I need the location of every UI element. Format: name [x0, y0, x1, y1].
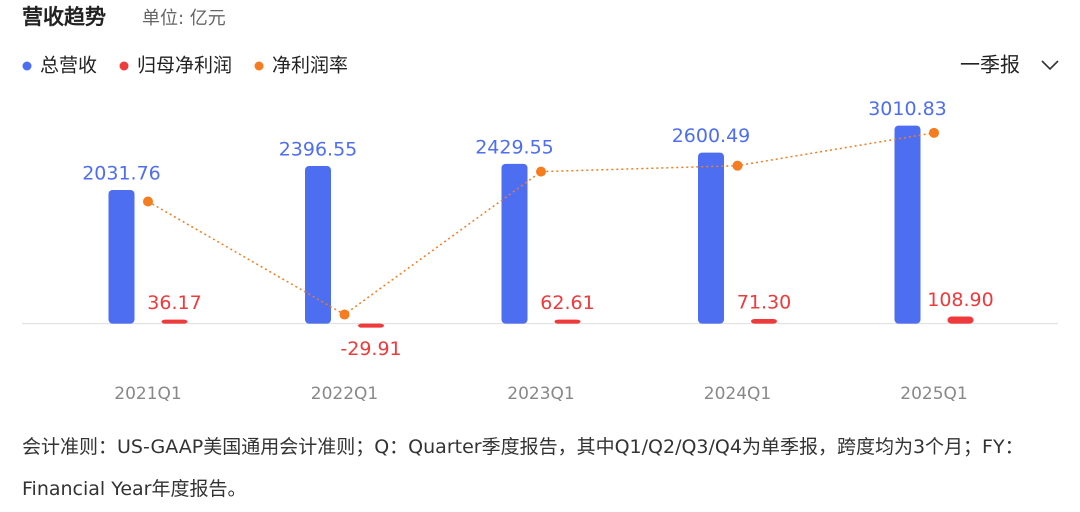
line [147, 132, 935, 316]
data-label: 3010.83 [868, 98, 947, 120]
legend-label: 归母净利润 [137, 55, 232, 77]
bar [108, 190, 135, 324]
chart-title: 营收趋势 [22, 5, 106, 29]
bar [698, 152, 724, 324]
data-label: 2600.49 [672, 125, 751, 147]
legend-marker [119, 61, 129, 71]
legend-marker [22, 61, 32, 71]
legend-label: 总营收 [40, 55, 97, 77]
bar [305, 166, 331, 324]
chart-subtitle: 单位: 亿元 [142, 8, 226, 29]
line-point [536, 166, 546, 177]
data-label: -29.91 [340, 338, 401, 360]
data-label: 108.90 [927, 289, 993, 311]
x-tick-label: 2024Q1 [704, 384, 771, 404]
data-label: 71.30 [737, 291, 791, 313]
chart: 营收趋势 单位: 亿元 一季报 总营收 归母净利润 净利润率 2021Q1 2022Q1… [22, 5, 1059, 404]
data-label: 62.61 [540, 292, 594, 314]
period-dropdown[interactable]: 一季报 [960, 53, 1059, 77]
bar [161, 319, 188, 324]
bar [751, 318, 777, 324]
line-point [339, 309, 350, 320]
bar [358, 323, 384, 328]
footnote: 会计准则：US-GAAP美国通用会计准则；Q：Quarter季度报告，其中Q1/… [22, 436, 1024, 500]
line-point [732, 160, 743, 171]
legend-label: 净利润率 [272, 55, 348, 77]
legend-marker [254, 61, 264, 71]
data-label: 36.17 [147, 292, 201, 314]
x-tick-label: 2021Q1 [114, 384, 181, 404]
line-point [143, 196, 153, 207]
x-tick-label: 2025Q1 [900, 384, 967, 404]
bar [947, 316, 974, 324]
x-tick-label: 2023Q1 [507, 384, 574, 404]
data-label: 2396.55 [279, 139, 358, 161]
data-label: 2031.76 [82, 163, 161, 185]
dropdown-chevron[interactable] [1041, 60, 1059, 71]
x-tick-label: 2022Q1 [311, 384, 378, 404]
data-label: 2429.55 [475, 136, 554, 158]
bar [554, 319, 581, 324]
bar [501, 163, 528, 324]
bar [894, 125, 921, 324]
line-point [929, 127, 939, 138]
dropdown-label[interactable]: 一季报 [960, 53, 1020, 77]
